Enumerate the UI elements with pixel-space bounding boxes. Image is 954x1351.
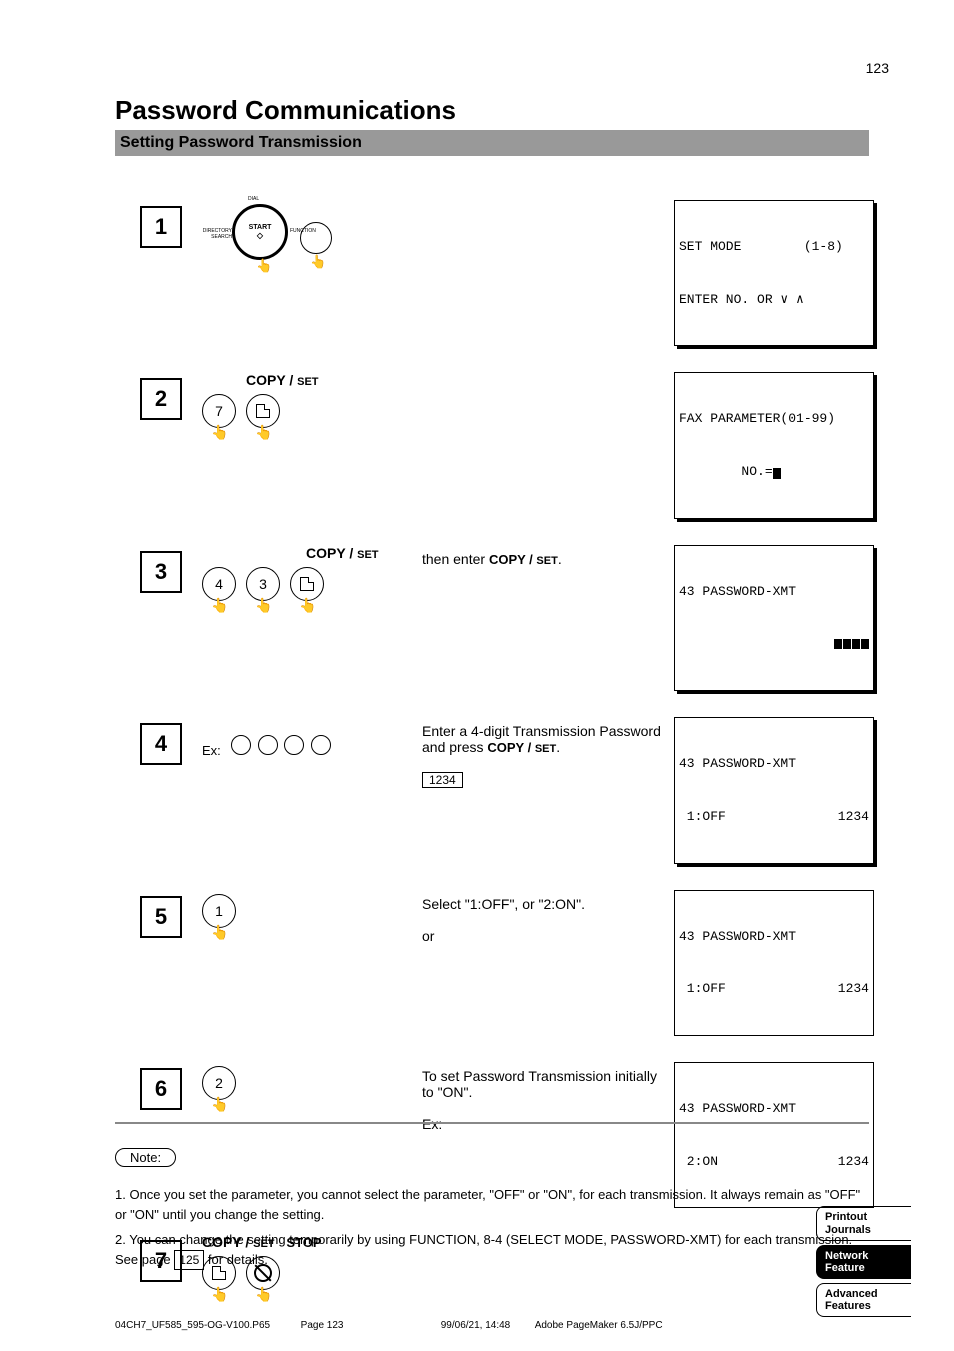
start-label: START (249, 224, 272, 231)
lcd-line: FAX PARAMETER(01-99) (679, 410, 869, 428)
copy-label: COPY (246, 372, 285, 388)
note-section: Note: 1. Once you set the parameter, you… (115, 1148, 869, 1270)
main-title: Password Communications (115, 95, 456, 126)
step-text: Select "1:OFF", or "2:ON". or (422, 890, 674, 944)
step-text: Enter a 4-digit Transmission Password an… (422, 717, 674, 788)
step-graphic: 2 👆 (202, 1062, 422, 1113)
footer-tab-active: Network Feature (816, 1245, 911, 1279)
copy-label: COPY (306, 545, 345, 561)
note-body: 1. Once you set the parameter, you canno… (115, 1185, 869, 1270)
step-row: 4 Ex: Enter a 4-digit Transmission Passw… (140, 717, 879, 869)
step-graphic: 1 👆 (202, 890, 422, 941)
copy-set-label: COPY / SET (246, 372, 319, 388)
lcd-line: 1:OFF1234 (679, 808, 869, 826)
step-text (422, 372, 674, 378)
step-row: 2 COPY / SET 7 👆 👆 (140, 372, 879, 524)
footer-tabs: Printout Journals Network Feature Advanc… (816, 1206, 911, 1321)
footer-tab: Printout Journals (816, 1206, 911, 1240)
key-2-icon: 2 (202, 1066, 236, 1100)
step-number: 1 (140, 206, 182, 248)
lcd-line (679, 635, 869, 653)
step-row: 1 DIAL START ◇ DIRECTORYSEARCH FUNCTION … (140, 200, 879, 352)
step-number: 2 (140, 378, 182, 420)
step-number: 5 (140, 896, 182, 938)
key-1-icon: 1 (202, 894, 236, 928)
step-graphic: DIAL START ◇ DIRECTORYSEARCH FUNCTION 👆 … (202, 200, 422, 280)
press-hand-icon: 👆 (246, 424, 282, 441)
press-hand-icon: 👆 (246, 1286, 282, 1303)
step-graphic: Ex: (202, 717, 422, 760)
page-ref-box: 125 (174, 1250, 204, 1270)
step-number: 3 (140, 551, 182, 593)
lcd-display: 43 PASSWORD-XMT 1:OFF1234 (674, 890, 874, 1036)
press-hand-icon: 👆 (202, 924, 238, 941)
lcd-line: ENTER NO. OR ∨ ∧ (679, 291, 869, 309)
lcd-line: 43 PASSWORD-XMT (679, 755, 869, 773)
lcd-line: 1:OFF1234 (679, 980, 869, 998)
press-hand-icon: 👆 (246, 597, 282, 614)
press-hand-icon: 👆 (290, 597, 326, 614)
lcd-line: SET MODE (1-8) (679, 238, 869, 256)
step-number: 4 (140, 723, 182, 765)
note-pill: Note: (115, 1148, 176, 1167)
cursor-icon (773, 468, 781, 479)
small-key-icon (284, 735, 304, 755)
step-row: 3 COPY / SET 4 👆 3 👆 (140, 545, 879, 697)
step-graphic: COPY / SET 7 👆 👆 (202, 372, 422, 441)
save-icon (256, 404, 270, 418)
key-7-icon: 7 (202, 394, 236, 428)
lcd-line: NO.= (679, 463, 869, 481)
set-label: SET (357, 549, 378, 561)
doc-footer: 04CH7_UF585_595-OG-V100.P65 Page 123 99/… (115, 1320, 663, 1331)
step-row: 5 1 👆 Select "1:OFF", or "2:ON". or 43 P… (140, 890, 879, 1042)
lcd-display: FAX PARAMETER(01-99) NO.= (674, 372, 874, 518)
copy-set-button-icon (246, 394, 280, 428)
ex-label: Ex: (202, 743, 221, 758)
press-hand-icon: 👆 (202, 424, 238, 441)
step-number: 6 (140, 1068, 182, 1110)
note-item: 2. You can change the setting temporaril… (115, 1230, 869, 1270)
copy-set-button-icon (290, 567, 324, 601)
save-icon (300, 577, 314, 591)
lcd-line: 43 PASSWORD-XMT (679, 583, 869, 601)
press-hand-icon: 👆 (202, 597, 238, 614)
lcd-display: 43 PASSWORD-XMT (674, 545, 874, 691)
sub-title: Setting Password Transmission (120, 130, 362, 152)
set-label: SET (297, 376, 318, 388)
step-text: then enter COPY / SET. (422, 545, 674, 567)
step-graphic: COPY / SET 4 👆 3 👆 👆 (202, 545, 422, 614)
step-text (422, 200, 674, 206)
key-4-icon: 4 (202, 567, 236, 601)
press-hand-icon: 👆 (202, 1286, 238, 1303)
note-item: 1. Once you set the parameter, you canno… (115, 1185, 869, 1224)
copy-set-label: COPY / SET (306, 545, 379, 561)
lcd-display: SET MODE (1-8) ENTER NO. OR ∨ ∧ (674, 200, 874, 346)
lcd-display: 43 PASSWORD-XMT 1:OFF1234 (674, 717, 874, 863)
start-dial-icon: START ◇ (232, 204, 288, 260)
footer-tab: Advanced Features (816, 1283, 911, 1317)
divider (115, 1122, 869, 1124)
function-button-icon (300, 222, 332, 254)
page-number-top: 123 (866, 60, 889, 76)
small-key-icon (231, 735, 251, 755)
example-value-box: 1234 (422, 772, 463, 788)
press-hand-icon: 👆 (202, 1096, 238, 1113)
small-key-icon (258, 735, 278, 755)
lcd-line: 43 PASSWORD-XMT (679, 928, 869, 946)
small-key-icon (311, 735, 331, 755)
lcd-line: 43 PASSWORD-XMT (679, 1100, 869, 1118)
key-3-icon: 3 (246, 567, 280, 601)
